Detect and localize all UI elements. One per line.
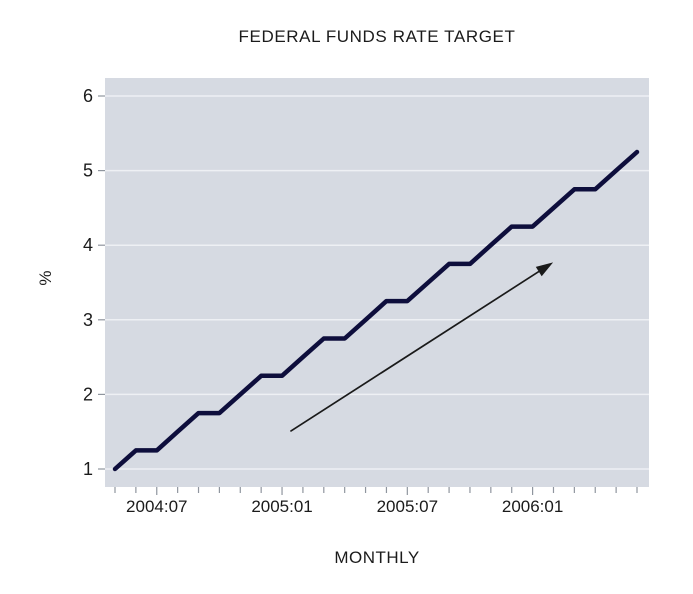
x-axis-title: MONTHLY xyxy=(334,548,420,567)
x-tick-label: 2006:01 xyxy=(502,497,563,516)
y-tick-label: 1 xyxy=(83,459,93,479)
y-tick-label: 2 xyxy=(83,384,93,404)
federal-funds-rate-target-line xyxy=(112,149,640,472)
trend-arrow-shaft xyxy=(290,270,540,432)
y-tick-label: 4 xyxy=(83,235,93,255)
y-tick-label: 6 xyxy=(83,86,93,106)
x-tick-label: 2005:07 xyxy=(377,497,438,516)
trend-arrow-head xyxy=(535,262,554,277)
y-tick-label: 3 xyxy=(83,310,93,330)
x-tick-label: 2004:07 xyxy=(126,497,187,516)
plot-background xyxy=(105,78,649,487)
y-tick-label: 5 xyxy=(83,161,93,181)
chart-title: FEDERAL FUNDS RATE TARGET xyxy=(238,27,516,46)
x-tick-label: 2005:01 xyxy=(251,497,312,516)
